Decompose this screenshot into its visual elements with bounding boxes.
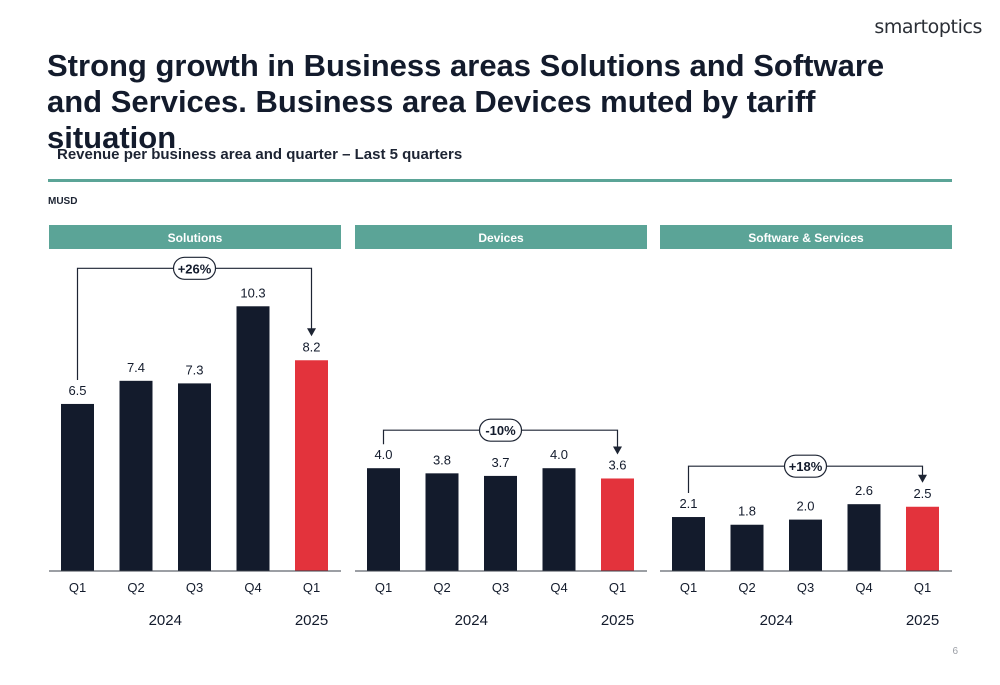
bar-value-label: 3.8: [433, 452, 451, 467]
x-tick-label: Q2: [738, 580, 755, 595]
x-tick-label: Q2: [127, 580, 144, 595]
bar: [601, 478, 634, 571]
growth-arrowhead: [307, 328, 316, 337]
growth-badge: [478, 418, 523, 442]
x-tick-label: Q3: [797, 580, 814, 595]
bar-value-label: 3.6: [608, 457, 626, 472]
x-tick-label: Q1: [680, 580, 697, 595]
bar-value-label: 2.6: [855, 483, 873, 498]
x-tick-label: Q1: [303, 580, 320, 595]
panel-header-label: Devices: [478, 231, 524, 245]
growth-badge: [783, 454, 828, 478]
x-tick-label: Q1: [609, 580, 626, 595]
growth-badge: [172, 256, 217, 280]
chart-panel-3: Software & Services 2.1 Q1 1.8 Q2 2.0 Q3 2.6 Q4 2…: [660, 225, 952, 629]
year-label: 2024: [760, 612, 793, 629]
year-label: 2025: [906, 612, 939, 629]
bar-value-label: 4.0: [550, 447, 568, 462]
bar: [295, 360, 328, 571]
year-label: 2025: [601, 612, 634, 629]
bar: [119, 380, 153, 571]
bar-value-label: 10.3: [240, 285, 265, 300]
bar-value-label: 3.7: [491, 455, 509, 470]
bar: [484, 475, 517, 571]
panel-header: [355, 225, 647, 249]
x-tick-label: Q1: [69, 580, 86, 595]
bar: [425, 473, 459, 571]
x-tick-label: Q1: [914, 580, 931, 595]
bar: [236, 306, 270, 571]
bar: [730, 524, 764, 571]
growth-badge-label: +26%: [178, 261, 212, 276]
bar-value-label: 2.1: [679, 496, 697, 511]
panel-header-label: Solutions: [168, 231, 223, 245]
bar-value-label: 7.3: [185, 362, 203, 377]
bar: [847, 504, 881, 571]
bar-value-label: 1.8: [738, 504, 756, 519]
x-tick-label: Q4: [550, 580, 567, 595]
x-tick-label: Q1: [375, 580, 392, 595]
x-tick-label: Q3: [492, 580, 509, 595]
panel-header: [49, 225, 341, 249]
bar: [906, 506, 939, 571]
panel-header: [660, 225, 952, 249]
growth-arrowhead: [918, 474, 927, 483]
slide-title: Strong growth in Business areas Solution…: [47, 48, 885, 155]
chart-panel-2: Devices 4.0 Q1 3.8 Q2 3.7 Q3 4.0 Q4 3.6 Q1 2024 2025…: [355, 225, 647, 629]
bar-value-label: 7.4: [127, 360, 145, 375]
slide-subtitle: Revenue per business area and quarter – …: [57, 146, 463, 163]
x-tick-label: Q4: [244, 580, 261, 595]
growth-arrowhead: [613, 446, 622, 455]
year-label: 2024: [149, 612, 182, 629]
bar-value-label: 6.5: [68, 383, 86, 398]
growth-badge-label: +18%: [789, 459, 823, 474]
x-tick-label: Q3: [186, 580, 203, 595]
company-logo: smartoptics: [874, 16, 982, 38]
year-label: 2025: [295, 612, 328, 629]
page-number: 6: [952, 646, 958, 657]
bar: [542, 468, 576, 571]
x-tick-label: Q4: [855, 580, 872, 595]
header-divider: [48, 179, 952, 182]
panel-header-label: Software & Services: [748, 231, 864, 245]
bar-value-label: 2.5: [913, 486, 931, 501]
bar: [61, 403, 94, 571]
bar: [178, 383, 211, 571]
bar: [672, 517, 705, 571]
bar: [367, 468, 400, 571]
growth-badge-label: -10%: [485, 423, 516, 438]
x-tick-label: Q2: [433, 580, 450, 595]
bar: [789, 519, 822, 571]
bar-value-label: 8.2: [302, 339, 320, 354]
year-label: 2024: [455, 612, 488, 629]
bar-value-label: 4.0: [374, 447, 392, 462]
chart-panel-1: Solutions 6.5 Q1 7.4 Q2 7.3 Q3 10.3 Q4 8.2 Q1 2024 2…: [49, 225, 341, 629]
bar-value-label: 2.0: [796, 499, 814, 514]
unit-label: MUSD: [48, 196, 78, 207]
